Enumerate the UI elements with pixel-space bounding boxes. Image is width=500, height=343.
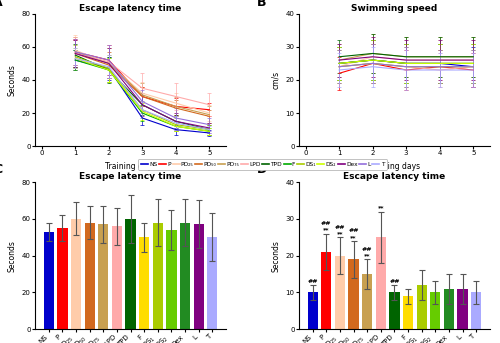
Bar [58, 228, 68, 329]
Legend: NS, P, PD₂₅, PD₅₀, PD₇₅, LPD, TPD, F, DS₁, DS₂, Dex, L, T: NS, P, PD₂₅, PD₅₀, PD₇₅, LPD, TPD, F, DS… [138, 159, 387, 169]
Bar [458, 289, 468, 329]
Text: **: ** [350, 235, 357, 240]
Bar [376, 237, 386, 329]
Bar [152, 223, 163, 329]
Bar [335, 256, 345, 329]
Bar [44, 232, 54, 329]
Bar [166, 230, 176, 329]
Text: C: C [0, 163, 2, 176]
Bar [180, 223, 190, 329]
Text: ##: ## [389, 279, 400, 284]
Title: Escape latency time: Escape latency time [344, 172, 446, 181]
Bar [362, 274, 372, 329]
Bar [139, 237, 149, 329]
Text: ##: ## [362, 247, 372, 252]
Bar [71, 219, 81, 329]
Y-axis label: Seconds: Seconds [8, 64, 16, 96]
Bar [112, 226, 122, 329]
Text: **: ** [336, 231, 343, 236]
Bar [416, 285, 427, 329]
Bar [444, 289, 454, 329]
Bar [348, 259, 358, 329]
Text: **: ** [323, 227, 330, 233]
Text: **: ** [378, 205, 384, 210]
Y-axis label: Seconds: Seconds [8, 240, 16, 272]
Bar [471, 293, 482, 329]
Bar [403, 296, 413, 329]
Bar [321, 252, 332, 329]
Title: Escape latency time: Escape latency time [80, 172, 182, 181]
Bar [126, 219, 136, 329]
Bar [430, 293, 440, 329]
Text: B: B [257, 0, 266, 9]
Text: ##: ## [308, 279, 318, 284]
Text: ##: ## [334, 225, 345, 229]
Text: ##: ## [348, 228, 359, 233]
Text: D: D [257, 163, 267, 176]
Title: Swimming speed: Swimming speed [352, 4, 438, 13]
Bar [84, 223, 95, 329]
Bar [208, 237, 218, 329]
Y-axis label: cm/s: cm/s [271, 71, 280, 89]
X-axis label: Training days: Training days [369, 162, 420, 171]
X-axis label: Training days: Training days [105, 162, 156, 171]
Bar [98, 224, 108, 329]
Bar [194, 224, 204, 329]
Text: ##: ## [321, 221, 332, 226]
Y-axis label: Seconds: Seconds [271, 240, 280, 272]
Bar [390, 293, 400, 329]
Title: Escape latency time: Escape latency time [80, 4, 182, 13]
Text: **: ** [364, 253, 370, 258]
Bar [308, 293, 318, 329]
Text: A: A [0, 0, 2, 9]
